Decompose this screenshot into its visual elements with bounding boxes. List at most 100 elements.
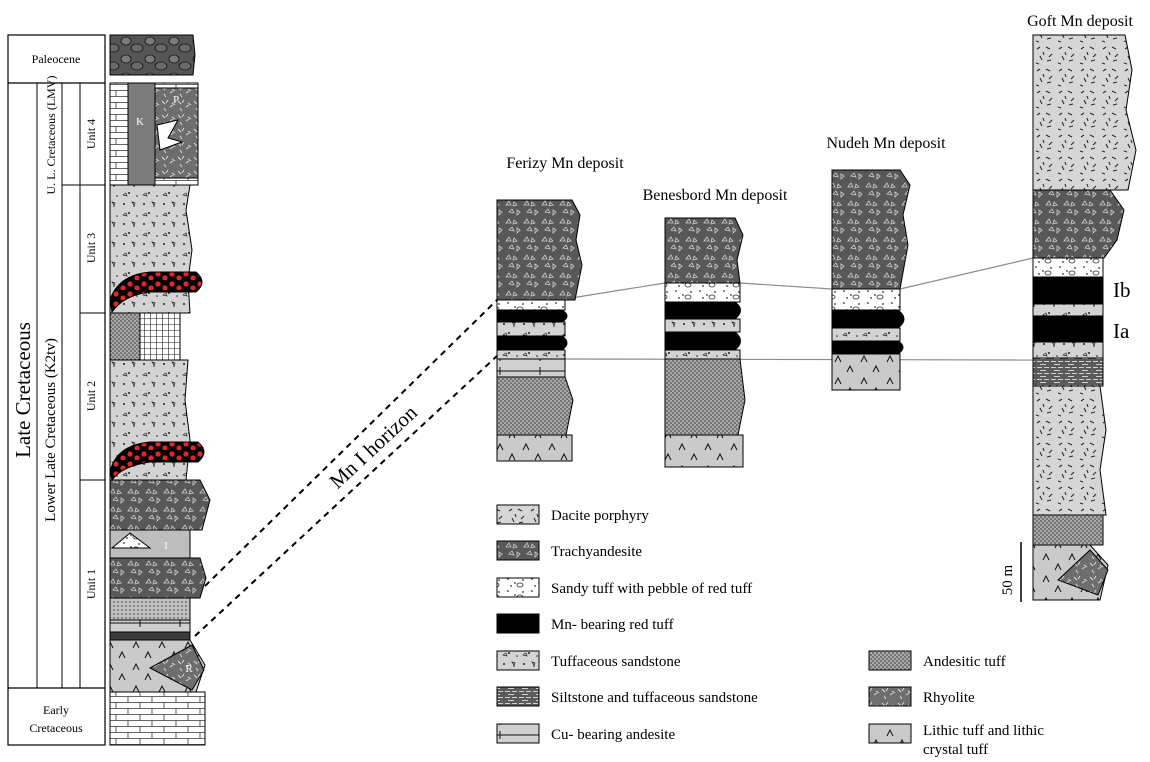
- layer-conglomerate: [109, 34, 196, 76]
- period-late-cretaceous: Late Cretaceous: [11, 322, 35, 458]
- symbol-i: I: [164, 540, 168, 552]
- layer-unit1-andesitic-tuff: [109, 597, 191, 621]
- layer-unit4-rhyolite: [154, 87, 199, 179]
- goft-title: Goft Mn deposit: [1027, 13, 1133, 30]
- ferizy-andesitic-tuff: [496, 376, 574, 436]
- unit-2-label: Unit 2: [84, 381, 98, 411]
- legend-label-tuffsand: Tuffaceous sandstone: [551, 654, 681, 670]
- layer-unit1-trachyandesite-mid: [109, 557, 207, 599]
- layer-unit3-mn-tuff: [109, 271, 203, 314]
- benesbord-andesitic-tuff: [664, 358, 746, 436]
- legend-swatch-rhyolite: [868, 686, 912, 707]
- nudeh-tuffaceous-sandstone: [831, 327, 901, 342]
- ferizy-sandstone-thin: [496, 349, 566, 360]
- stratigraphic-column: Paleocene Late Cretaceous Early Cretaceo…: [7, 34, 211, 746]
- layer-unit4-trachyandesite: [127, 82, 156, 186]
- column-goft: [1032, 34, 1137, 601]
- legend-swatch-andtuff: [868, 650, 912, 671]
- layer-unit4-white-wedge: [156, 119, 184, 151]
- layer-unit2-mn-tuff: [109, 441, 205, 482]
- legend-label-andtuff: Andesitic tuff: [923, 654, 1006, 670]
- layer-unit1-dark-band: [109, 631, 191, 641]
- goft-andesitic-tuff: [1032, 514, 1104, 546]
- legend-label-dacite: Dacite porphyry: [551, 508, 649, 524]
- legend: Dacite porphyry Trachyandesite Sandy tuf…: [496, 504, 1048, 758]
- legend-swatch-dacite: [496, 504, 540, 525]
- benesbord-lithic-tuff: [664, 434, 744, 468]
- legend-label-cu: Cu- bearing andesite: [551, 727, 675, 743]
- legend-swatch-lithic: [868, 723, 912, 744]
- ferizy-trachyandesite: [496, 199, 583, 301]
- nudeh-mn-lower: [831, 340, 904, 355]
- ferizy-title: Ferizy Mn deposit: [506, 155, 624, 172]
- period-early-cretaceous-1: Early: [43, 703, 69, 717]
- legend-swatch-sandy: [496, 577, 540, 598]
- symbol-p: P: [173, 94, 179, 106]
- nudeh-sandy-tuff: [831, 288, 901, 311]
- layer-unit1-white-lens: [110, 532, 152, 549]
- formation-lower-late-cretaceous: Lower Late Cretaceous (K2tv): [43, 338, 59, 522]
- legend-label-sandy: Sandy tuff with pebble of red tuff: [551, 581, 752, 597]
- symbol-k: K: [136, 116, 144, 128]
- nudeh-trachyandesite: [831, 169, 911, 290]
- legend-swatch-silt: [496, 686, 540, 707]
- legend-swatch-tuffsand: [496, 650, 540, 671]
- column-ferizy: [496, 199, 583, 462]
- legend-label-lithic-line1: Lithic tuff and lithic: [923, 723, 1044, 739]
- goft-sandy-tuff: [1032, 257, 1104, 278]
- goft-siltstone: [1032, 357, 1104, 387]
- benesbord-sandy-tuff: [664, 282, 741, 303]
- goft-trachyandesite: [1032, 189, 1125, 259]
- ferizy-cu-andesite: [496, 358, 566, 378]
- layer-early-cretaceous-limestone: [109, 691, 206, 746]
- layer-unit2-andesitic-tuff: [109, 312, 141, 361]
- benesbord-tuffaceous-sandstone: [664, 318, 741, 333]
- legend-label-trachy: Trachyandesite: [551, 544, 642, 560]
- layer-unit1-trachyandesite-top: [109, 479, 211, 531]
- legend-swatch-cu: [496, 723, 540, 744]
- legend-swatch-trachy: [496, 540, 540, 561]
- symbol-r: R: [185, 663, 193, 675]
- period-paleocene: Paleocene: [32, 52, 81, 66]
- ferizy-sandy-tuff: [496, 299, 566, 311]
- column-benesbord: [664, 217, 746, 468]
- unit-1-label: Unit 1: [84, 569, 98, 599]
- correlation-lines: [194, 257, 1034, 637]
- formation-ul-cretaceous: U. L. Cretaceous (LMV): [44, 76, 58, 195]
- goft-dacite-top: [1032, 34, 1137, 191]
- ferizy-tuffaceous-sandstone: [496, 321, 566, 337]
- goft-rhyolite-wedge: [1057, 549, 1109, 596]
- nudeh-title: Nudeh Mn deposit: [826, 135, 946, 152]
- goft-dacite-lower: [1032, 385, 1107, 516]
- benesbord-mn-lower: [664, 331, 741, 351]
- unit-3-label: Unit 3: [84, 233, 98, 263]
- nudeh-lithic-tuff: [831, 353, 901, 391]
- layer-label-ia: Ia: [1113, 319, 1130, 343]
- mn-horizon-label: Mn I horizon: [325, 400, 423, 493]
- legend-swatch-mn: [496, 613, 540, 634]
- benesbord-trachyandesite: [664, 217, 744, 284]
- goft-mn-ia: [1032, 315, 1104, 343]
- legend-label-lithic: Lithic tuff and lithic crystal tuff: [923, 723, 1048, 758]
- unit-4-label: Unit 4: [84, 119, 98, 149]
- legend-label-silt: Siltstone and tuffaceous sandstone: [551, 690, 758, 706]
- legend-label-rhyolite: Rhyolite: [923, 690, 975, 706]
- layer-unit1-cu-andesite: [109, 619, 191, 633]
- ferizy-mn-lower: [496, 335, 568, 351]
- column-nudeh: [831, 169, 911, 391]
- legend-label-lithic-line2: crystal tuff: [923, 742, 988, 758]
- benesbord-mn-upper: [664, 301, 741, 320]
- ferizy-mn-upper: [496, 309, 568, 323]
- goft-mn-ib: [1032, 276, 1104, 305]
- goft-gap: [1032, 303, 1104, 317]
- legend-label-mn: Mn- bearing red tuff: [551, 617, 674, 633]
- benesbord-title: Benesbord Mn deposit: [643, 187, 788, 204]
- goft-tuffaceous-sandstone: [1032, 341, 1104, 359]
- layer-unit1-rhyolite-wedge: [148, 644, 205, 691]
- scale-label: 50 m: [1000, 564, 1016, 595]
- ferizy-lithic-tuff: [496, 434, 573, 462]
- period-early-cretaceous-2: Cretaceous: [29, 721, 83, 735]
- layer-label-ib: Ib: [1113, 278, 1131, 302]
- benesbord-sandstone-thin: [664, 349, 741, 360]
